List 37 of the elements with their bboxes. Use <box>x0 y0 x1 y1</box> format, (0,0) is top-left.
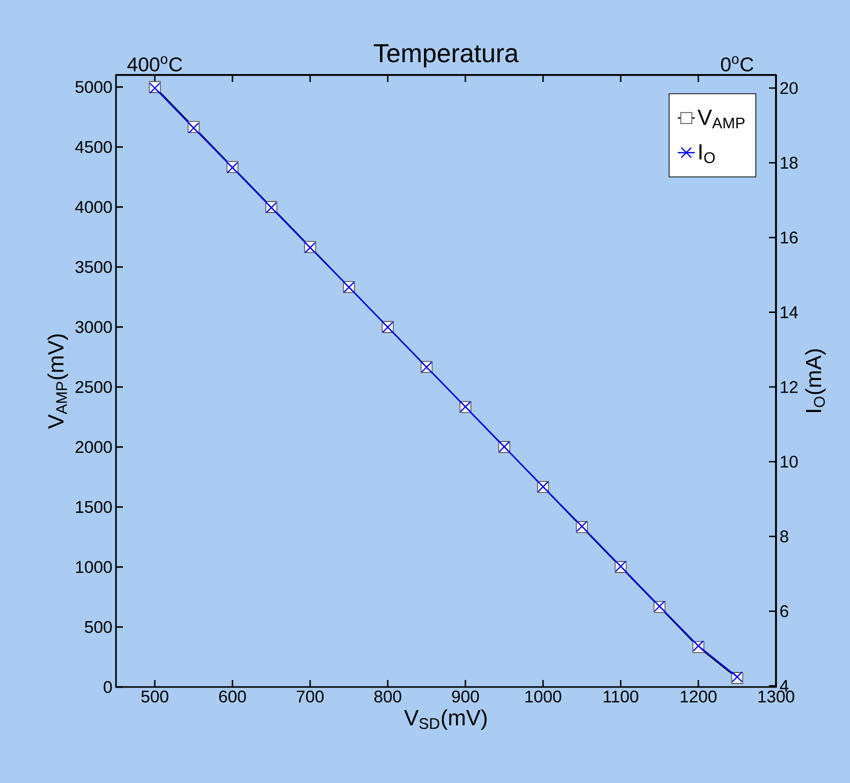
y-tick-label: 500 <box>84 621 112 633</box>
legend-label: I$_{O}$ <box>699 144 715 164</box>
chart-title: Temperatura <box>374 44 519 68</box>
y-axis-title: V$_{AMP}$(mV) <box>48 334 68 429</box>
x2-tick-label: 0$^{o}$C <box>721 56 754 72</box>
x-tick-label: 1100 <box>604 690 638 703</box>
x-axis-title: V$_{SD}$(mV) <box>404 709 487 730</box>
y2-tick-label: 6 <box>780 605 788 618</box>
y-tick-label: 1000 <box>76 561 112 573</box>
y2-tick-label: 18 <box>780 156 798 169</box>
x2-tick-label: 400$^{o}$C <box>127 56 182 72</box>
y-tick-label: 3000 <box>75 321 112 333</box>
legend-label: V$_{AMP}$ <box>698 110 744 128</box>
y2-tick-label: 14 <box>780 306 798 318</box>
y-tick-label: 4500 <box>75 140 112 153</box>
y-tick-label: 0 <box>104 681 112 693</box>
x-tick-label: 800 <box>374 690 402 703</box>
y-tick-label: 2000 <box>76 441 112 453</box>
x-tick-label: 500 <box>141 690 168 703</box>
x-tick-label: 1000 <box>526 690 562 703</box>
y-tick-label: 2500 <box>76 381 112 393</box>
y2-tick-label: 10 <box>780 456 798 468</box>
y2-tick-label: 20 <box>780 82 798 94</box>
y2-axis-title: I$_{O}$(mA) <box>805 349 826 412</box>
x-tick-label: 600 <box>219 690 246 703</box>
y-tick-label: 1500 <box>76 501 112 513</box>
y2-tick-label: 8 <box>780 530 788 542</box>
y2-tick-label: 4 <box>780 680 788 692</box>
x-tick-label: 700 <box>296 690 324 703</box>
x-tick-label: 900 <box>452 690 479 703</box>
y-tick-label: 4000 <box>75 200 112 213</box>
x-tick-label: 1200 <box>680 690 717 703</box>
y2-tick-label: 16 <box>780 232 798 244</box>
y2-tick-label: 12 <box>780 381 798 393</box>
x-tick-label: 1300 <box>758 690 794 703</box>
y-tick-label: 5000 <box>75 80 112 93</box>
y-tick-label: 3500 <box>75 260 112 273</box>
